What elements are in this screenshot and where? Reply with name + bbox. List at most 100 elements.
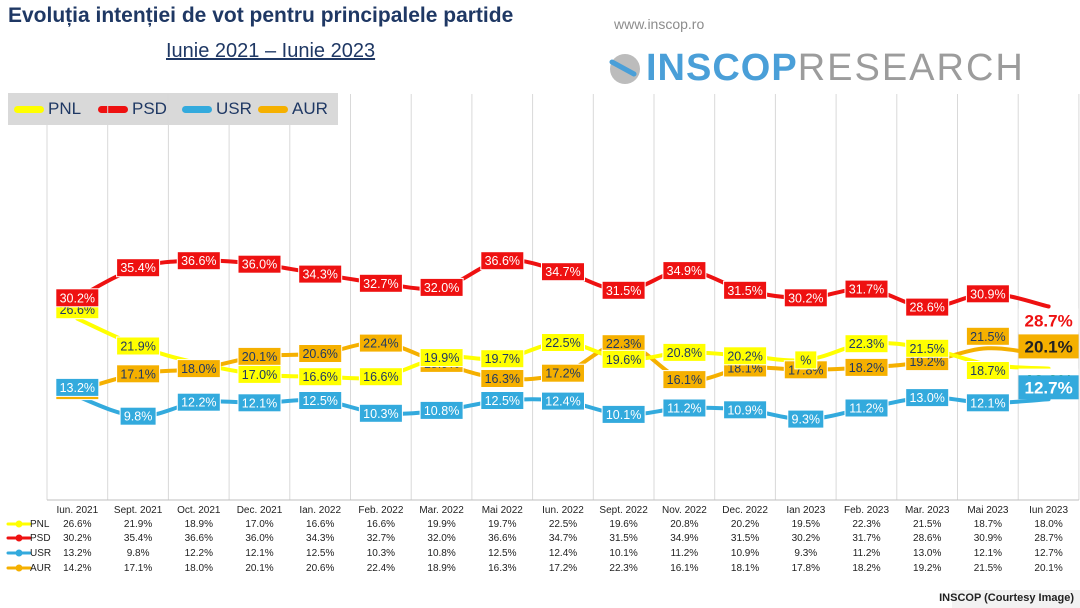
data-label-box	[298, 367, 343, 387]
data-label-box	[541, 333, 585, 352]
site-url: www.inscop.ro	[614, 16, 705, 32]
data-label-pnl: 22.3%	[844, 334, 889, 354]
data-label-text: 18.0%	[181, 362, 216, 376]
chart-legend: PNL PSD USR AUR	[8, 93, 338, 125]
data-label-text: 12.2%	[181, 396, 216, 410]
table-header-cell: Feb. 2022	[358, 505, 403, 516]
data-label-box	[419, 277, 464, 297]
data-label-text: 20.6%	[302, 347, 337, 361]
table-cell: 22.4%	[367, 563, 395, 574]
data-label-text: 13.2%	[60, 381, 95, 395]
table-cell: 13.2%	[63, 548, 91, 559]
data-label-text: 19.7%	[485, 352, 520, 366]
data-label-text: 17.2%	[545, 367, 580, 381]
data-label-box	[480, 251, 525, 271]
data-label-box	[965, 326, 1010, 346]
table-header-cell: Iun 2023	[1029, 505, 1068, 516]
logo-text: INSCOPRESEARCH	[646, 46, 1025, 90]
table-cell: 14.2%	[63, 563, 91, 574]
image-credit: INSCOP (Courtesy Image)	[939, 592, 1074, 604]
data-label-usr: 10.3%	[358, 403, 403, 423]
data-label-aur: 17.2%	[541, 363, 585, 383]
table-header-cell: Mai 2023	[967, 505, 1009, 516]
data-label-text: 34.9%	[667, 264, 702, 278]
data-label-box	[601, 404, 646, 424]
table-cell: 31.7%	[852, 533, 880, 544]
data-label-text: 17.0%	[242, 368, 277, 382]
data-label-usr: 10.9%	[723, 400, 768, 420]
table-cell: 12.5%	[306, 548, 334, 559]
data-label-text: 30.2%	[788, 291, 823, 305]
data-label-aur: 18.0%	[176, 359, 221, 379]
table-cell: 12.5%	[488, 548, 516, 559]
chart-data-labels: 14.2%17.1%18.0%20.1%20.6%22.4%18.9%16.3%…	[55, 251, 1079, 429]
table-cell: 12.2%	[185, 548, 213, 559]
data-label-box	[662, 398, 707, 418]
data-label-text: 19.2%	[909, 355, 944, 369]
data-label-box	[358, 273, 403, 293]
data-label-text: 34.3%	[302, 268, 337, 282]
data-label-usr: 12.1%	[965, 393, 1010, 413]
data-label-text: 36.0%	[242, 258, 277, 272]
data-label-text: 20.1%	[1024, 338, 1072, 357]
data-label-text: 11.2%	[667, 402, 702, 416]
data-label-pnl: 19.7%	[480, 349, 525, 369]
data-label-text: 12.1%	[242, 396, 277, 410]
data-label-text: 22.4%	[363, 337, 398, 351]
data-label-box	[116, 364, 161, 384]
table-cell: 12.4%	[549, 548, 577, 559]
table-cell: 18.9%	[427, 563, 455, 574]
data-label-box	[965, 393, 1010, 413]
data-label-pnl: 21.5%	[905, 338, 950, 358]
table-cell: 31.5%	[731, 533, 759, 544]
data-label-box	[298, 264, 343, 284]
data-label-box	[176, 251, 221, 271]
data-label-text: 21.5%	[970, 330, 1005, 344]
data-label-usr: 12.1%	[237, 393, 282, 413]
data-label-aur: 22.4%	[358, 333, 403, 353]
data-label-text: 31.5%	[727, 284, 762, 298]
table-cell: 18.0%	[1034, 519, 1062, 530]
table-cell: 20.1%	[245, 563, 273, 574]
data-label-text: 18.2%	[849, 361, 884, 375]
data-label-box	[662, 261, 707, 281]
data-label-box	[298, 391, 343, 410]
table-cell: 30.2%	[63, 533, 91, 544]
data-label-psd: 36.0%	[237, 254, 282, 274]
data-label-box	[844, 357, 889, 377]
table-header-cell: Dec. 2021	[237, 505, 283, 516]
table-cell: 19.7%	[488, 519, 516, 530]
data-label-text: 18.7%	[970, 364, 1005, 378]
data-label-box	[237, 393, 282, 413]
inscop-logo: INSCOPRESEARCH	[606, 46, 1056, 90]
data-label-pnl: 20.8%	[662, 342, 707, 362]
data-label-psd: 36.6%	[480, 251, 525, 271]
data-label-box	[116, 336, 161, 356]
table-legend-marker-usr	[15, 549, 23, 557]
data-label-percent: %	[1058, 338, 1073, 357]
data-label-usr: 12.5%	[298, 391, 343, 410]
data-label-text: 11.2%	[849, 402, 884, 416]
table-cell: 20.2%	[731, 519, 759, 530]
data-label-text: 16.6%	[302, 370, 337, 384]
data-label-text: 9.8%	[124, 410, 153, 424]
table-cell: 12.1%	[245, 548, 273, 559]
data-label-box	[601, 280, 646, 300]
data-label-pnl: 19.9%	[419, 348, 464, 368]
data-label-box	[298, 344, 343, 363]
table-legend-marker-pnl	[15, 520, 23, 528]
table-cell: 18.9%	[185, 519, 213, 530]
data-label-text: 30.9%	[970, 287, 1005, 301]
table-header-cell: Oct. 2021	[177, 505, 221, 516]
table-cell: 30.2%	[792, 533, 820, 544]
data-label-psd: 34.3%	[298, 264, 343, 284]
data-label-text: 16.3%	[485, 372, 520, 386]
table-cell: 22.3%	[852, 519, 880, 530]
data-label-box	[723, 400, 768, 420]
table-cell: 21.9%	[124, 519, 152, 530]
logo-regular-text: RESEARCH	[797, 47, 1025, 89]
legend-label-psd: PSD	[132, 99, 167, 118]
data-label-pnl: %	[794, 350, 818, 370]
data-label-box	[1018, 375, 1079, 400]
table-cell: 10.1%	[609, 548, 637, 559]
